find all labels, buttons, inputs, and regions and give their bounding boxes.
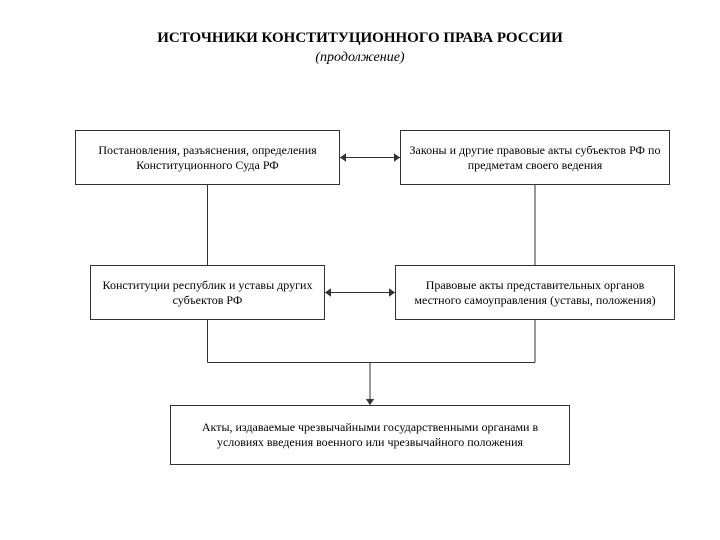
- diagram-title: ИСТОЧНИКИ КОНСТИТУЦИОННОГО ПРАВА РОССИИ: [0, 30, 720, 47]
- node-label: Акты, издаваемые чрезвычайными государст…: [179, 420, 561, 450]
- node-label: Постановления, разъяснения, определения …: [84, 143, 331, 173]
- diagram-canvas: ИСТОЧНИКИ КОНСТИТУЦИОННОГО ПРАВА РОССИИ …: [0, 0, 720, 540]
- node-emergency-acts: Акты, издаваемые чрезвычайными государст…: [170, 405, 570, 465]
- node-label: Законы и другие правовые акты субъектов …: [409, 143, 661, 173]
- node-local-gov-acts: Правовые акты представительных органов м…: [395, 265, 675, 320]
- node-label: Конституции республик и уставы других су…: [99, 278, 316, 308]
- node-republic-constitutions: Конституции республик и уставы других су…: [90, 265, 325, 320]
- diagram-subtitle: (продолжение): [0, 50, 720, 66]
- node-label: Правовые акты представительных органов м…: [404, 278, 666, 308]
- node-court-decisions: Постановления, разъяснения, определения …: [75, 130, 340, 185]
- node-subject-laws: Законы и другие правовые акты субъектов …: [400, 130, 670, 185]
